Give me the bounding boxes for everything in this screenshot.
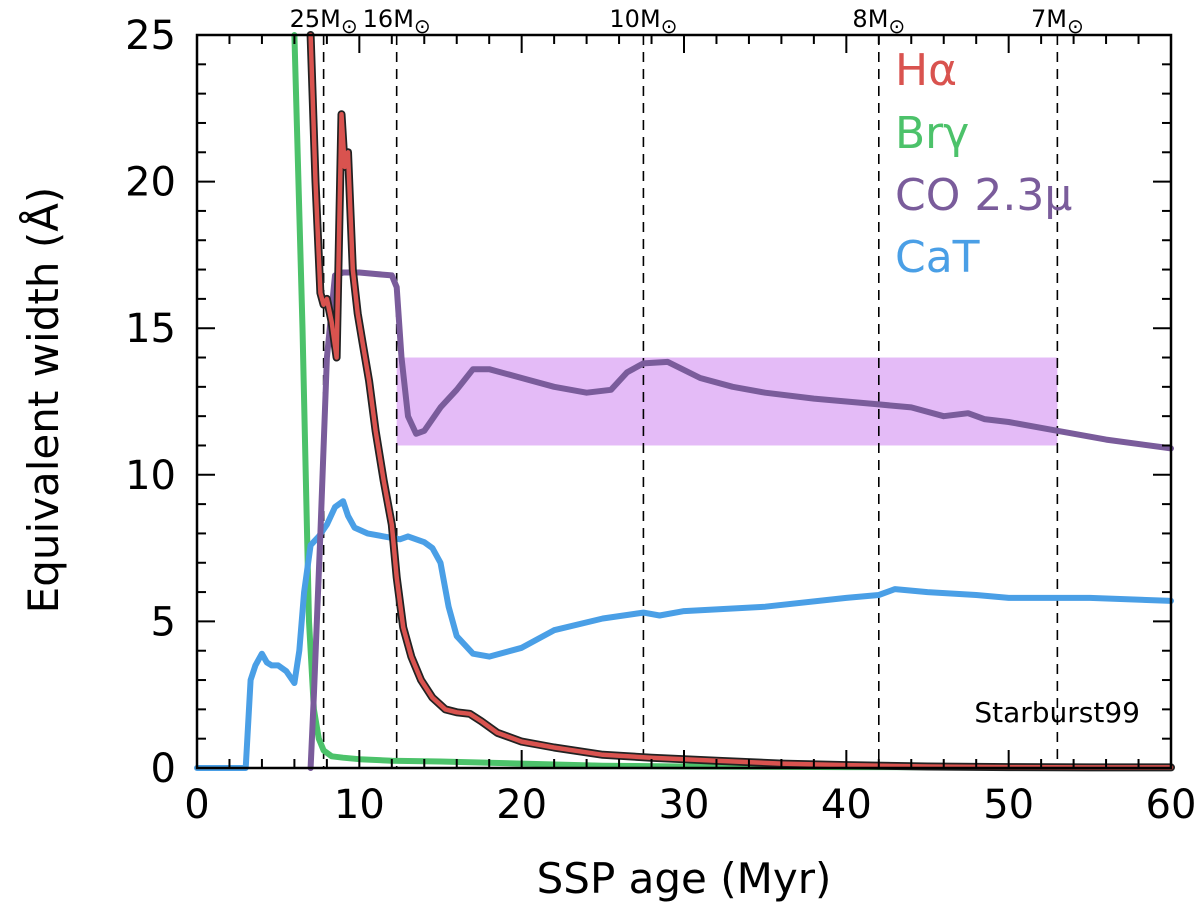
- series-line-3: [194, 498, 1174, 771]
- mass-marker-label-2: 10M⊙: [609, 5, 677, 38]
- tick-layer: [196, 34, 1172, 769]
- x-tick-label-2: 20: [496, 782, 547, 828]
- x-tick-label-3: 30: [659, 782, 710, 828]
- legend-item-cat: CaT: [895, 232, 980, 283]
- mass-marker-label-1: 16M⊙: [363, 5, 431, 38]
- y-tick-label-3: 15: [125, 306, 176, 352]
- x-tick-label-6: 60: [1146, 782, 1197, 828]
- series-line-0: [308, 32, 1174, 770]
- y-tick-label-4: 20: [125, 160, 176, 206]
- y-tick-label-0: 0: [151, 746, 176, 792]
- legend-item-co: CO 2.3μ: [895, 170, 1072, 221]
- mass-marker-label-3: 8M⊙: [852, 5, 905, 38]
- y-axis-title: Equivalent width (Å): [18, 187, 68, 614]
- legend-item-halpha: Hα: [895, 45, 957, 96]
- annotation-starburst99: Starburst99: [974, 696, 1140, 729]
- x-tick-label-4: 40: [821, 782, 872, 828]
- mass-marker-label-0: 25M⊙: [290, 5, 358, 38]
- y-tick-label-1: 5: [151, 599, 176, 645]
- x-tick-label-1: 10: [334, 782, 385, 828]
- series-line-2: [307, 269, 1174, 771]
- y-tick-label-2: 10: [125, 453, 176, 499]
- x-tick-label-5: 50: [983, 782, 1034, 828]
- y-tick-label-5: 25: [125, 13, 176, 59]
- mass-marker-label-4: 7M⊙: [1031, 5, 1084, 38]
- legend-item-brgamma: Brγ: [895, 108, 969, 159]
- x-axis-title: SSP age (Myr): [537, 854, 832, 903]
- legend: Hα Brγ CO 2.3μ CaT: [895, 45, 1072, 283]
- x-tick-label-0: 0: [184, 782, 209, 828]
- tick-label-layer: 0 10 20 30 40 50 60 0 5 10 15 20 25: [125, 13, 1196, 828]
